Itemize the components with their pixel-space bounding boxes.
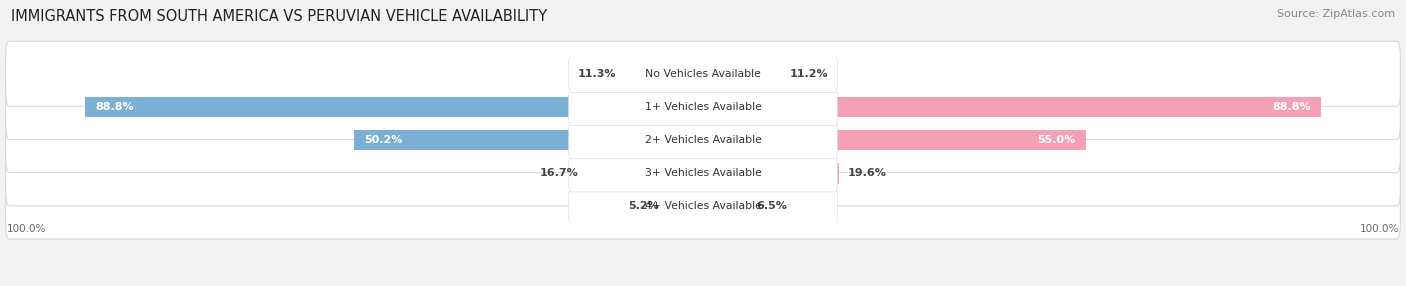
Bar [703, 97, 1322, 117]
Text: 1+ Vehicles Available: 1+ Vehicles Available [644, 102, 762, 112]
FancyBboxPatch shape [6, 74, 1400, 140]
Bar [354, 130, 703, 150]
Bar [84, 97, 703, 117]
Bar [666, 196, 703, 217]
FancyBboxPatch shape [568, 88, 838, 126]
Text: 6.5%: 6.5% [756, 202, 787, 211]
Bar [703, 63, 780, 84]
Text: 100.0%: 100.0% [1360, 224, 1399, 234]
Text: 19.6%: 19.6% [848, 168, 887, 178]
Text: 11.3%: 11.3% [578, 69, 616, 79]
Text: 88.8%: 88.8% [96, 102, 134, 112]
Text: 4+ Vehicles Available: 4+ Vehicles Available [644, 202, 762, 211]
FancyBboxPatch shape [568, 55, 838, 92]
Text: 16.7%: 16.7% [540, 168, 578, 178]
FancyBboxPatch shape [6, 108, 1400, 173]
Text: 55.0%: 55.0% [1038, 135, 1076, 145]
Bar [703, 163, 839, 184]
Text: 5.2%: 5.2% [627, 202, 658, 211]
FancyBboxPatch shape [568, 188, 838, 225]
Text: No Vehicles Available: No Vehicles Available [645, 69, 761, 79]
Bar [586, 163, 703, 184]
Text: 2+ Vehicles Available: 2+ Vehicles Available [644, 135, 762, 145]
Bar [703, 196, 748, 217]
FancyBboxPatch shape [568, 122, 838, 159]
FancyBboxPatch shape [568, 155, 838, 192]
Bar [624, 63, 703, 84]
Text: 88.8%: 88.8% [1272, 102, 1310, 112]
FancyBboxPatch shape [6, 174, 1400, 239]
Text: 50.2%: 50.2% [364, 135, 402, 145]
FancyBboxPatch shape [6, 141, 1400, 206]
FancyBboxPatch shape [6, 41, 1400, 106]
Text: 100.0%: 100.0% [7, 224, 46, 234]
Text: Source: ZipAtlas.com: Source: ZipAtlas.com [1277, 9, 1395, 19]
Bar [703, 130, 1085, 150]
Text: 11.2%: 11.2% [789, 69, 828, 79]
Text: 3+ Vehicles Available: 3+ Vehicles Available [644, 168, 762, 178]
Text: IMMIGRANTS FROM SOUTH AMERICA VS PERUVIAN VEHICLE AVAILABILITY: IMMIGRANTS FROM SOUTH AMERICA VS PERUVIA… [11, 9, 547, 23]
